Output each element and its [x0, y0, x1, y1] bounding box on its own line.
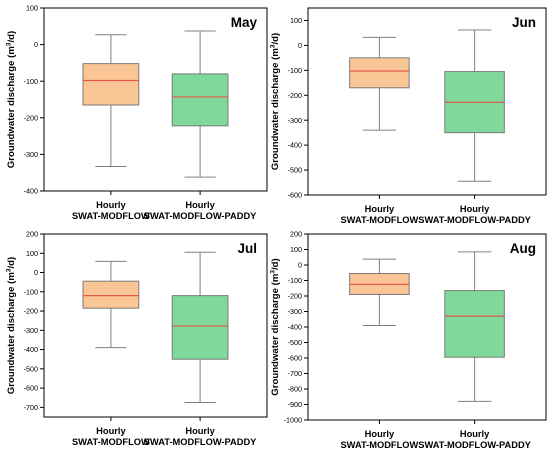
y-tick-label: 200 — [290, 230, 302, 239]
x-category-label-line1: Hourly — [185, 200, 215, 210]
y-tick-label: -100 — [288, 276, 302, 285]
y-axis-label-superscript: 3 — [270, 270, 277, 274]
x-category-label-line1: Hourly — [96, 426, 126, 436]
y-tick-label: -200 — [288, 91, 302, 100]
y-tick-label: -200 — [24, 113, 38, 122]
y-tick-label: -500 — [288, 166, 302, 175]
plot-frame — [43, 7, 268, 192]
panel-month-title: May — [231, 15, 258, 30]
y-axis-label-tail: /d) — [6, 31, 17, 43]
y-tick-label: -400 — [288, 323, 302, 332]
x-category-label-line1: Hourly — [185, 426, 215, 436]
y-axis-label-superscript: 3 — [6, 268, 13, 272]
iqr-box — [349, 57, 410, 89]
y-axis-label: Groundwater discharge (m3/d) — [6, 257, 18, 394]
iqr-box — [171, 295, 229, 360]
y-tick-label: 0 — [34, 268, 38, 277]
x-category-label-line2: SWAT-MODFLOW-PADDY — [144, 211, 257, 221]
y-axis-label: Groundwater discharge (m3/d) — [6, 31, 18, 168]
y-tick-label: -100 — [24, 287, 38, 296]
y-axis-label-tail: /d) — [270, 258, 281, 270]
y-axis-label-main: Groundwater discharge (m — [270, 274, 281, 396]
box-swat-modflow-paddy — [444, 29, 505, 182]
y-tick-label: -200 — [288, 292, 302, 301]
x-category-label-line1: Hourly — [460, 429, 490, 439]
x-category-label-line2: SWAT-MODFLOW-PADDY — [144, 437, 257, 447]
y-tick-label: 100 — [26, 249, 38, 258]
panel-month-title: Jun — [512, 15, 536, 30]
y-tick-label: -400 — [24, 345, 38, 354]
x-category-label-line2: SWAT-MODFLOW — [340, 440, 418, 450]
y-axis-label-tail: /d) — [6, 257, 17, 269]
y-axis-label: Groundwater discharge (m3/d) — [270, 258, 282, 395]
y-tick-label: 200 — [26, 230, 38, 239]
y-tick-label: 100 — [290, 16, 302, 25]
x-category-label-line2: SWAT-MODFLOW — [72, 211, 150, 221]
y-tick-label: -700 — [288, 369, 302, 378]
y-axis-label-main: Groundwater discharge (m — [6, 46, 17, 168]
x-category-label-line1: Hourly — [96, 200, 126, 210]
y-axis-label-main: Groundwater discharge (m — [270, 48, 281, 170]
y-axis-label-tail: /d) — [270, 33, 281, 45]
y-tick-label: -300 — [288, 116, 302, 125]
x-category-label-line2: SWAT-MODFLOW-PADDY — [418, 440, 531, 450]
y-tick-label: -500 — [24, 364, 38, 373]
iqr-box — [171, 73, 229, 127]
iqr-box — [444, 290, 505, 358]
box-swat-modflow — [349, 36, 410, 131]
y-tick-label: -800 — [288, 385, 302, 394]
box-swat-modflow-paddy — [171, 30, 229, 178]
x-category-label-line1: Hourly — [460, 204, 490, 214]
plot-frame — [307, 7, 547, 196]
y-tick-label: -500 — [288, 338, 302, 347]
y-tick-label: -400 — [288, 141, 302, 150]
y-tick-label: -400 — [24, 187, 38, 196]
y-tick-label: -700 — [24, 403, 38, 412]
y-tick-label: -200 — [24, 307, 38, 316]
y-tick-label: 100 — [26, 4, 38, 13]
x-category-label-line2: SWAT-MODFLOW-PADDY — [418, 215, 531, 225]
y-tick-label: 0 — [34, 40, 38, 49]
x-category-label-line2: SWAT-MODFLOW — [340, 215, 418, 225]
plot-frame — [43, 233, 268, 418]
y-tick-label: -600 — [288, 354, 302, 363]
chart-panel-jul: 200 100 0 -100 -200 -300 -400 -500 -600 -700 Jul Gr… — [6, 230, 268, 447]
y-tick-label: 100 — [290, 245, 302, 254]
box-swat-modflow — [82, 34, 140, 167]
box-swat-modflow-paddy — [444, 251, 505, 402]
plot-frame — [307, 233, 547, 421]
chart-panel-aug: 200 100 0 -100 -200 -300 -400 -500 -600 -700 -800 -… — [270, 230, 547, 450]
y-tick-label: 0 — [298, 261, 302, 270]
box-swat-modflow — [349, 258, 410, 326]
x-category-label-line2: SWAT-MODFLOW — [72, 437, 150, 447]
y-tick-label: -600 — [24, 384, 38, 393]
box-swat-modflow-paddy — [171, 251, 229, 404]
y-tick-label: -900 — [288, 400, 302, 409]
iqr-box — [82, 280, 140, 309]
x-category-label-line1: Hourly — [365, 429, 395, 439]
iqr-box — [82, 63, 140, 106]
y-axis-label-superscript: 3 — [270, 44, 277, 48]
y-tick-label: -300 — [24, 326, 38, 335]
panel-month-title: Jul — [237, 241, 257, 256]
panel-month-title: Aug — [510, 241, 536, 256]
y-tick-label: -100 — [24, 77, 38, 86]
y-tick-label: -300 — [24, 150, 38, 159]
y-tick-label: 0 — [298, 41, 302, 50]
box-swat-modflow — [82, 260, 140, 349]
x-category-label-line1: Hourly — [365, 204, 395, 214]
y-tick-label: -600 — [288, 191, 302, 200]
chart-panel-jun: 100 0 -100 -200 -300 -400 -500 -600 Jun Groundwat… — [270, 7, 547, 225]
y-tick-label: -1000 — [284, 416, 302, 425]
y-axis-label-superscript: 3 — [6, 42, 13, 46]
y-axis-label: Groundwater discharge (m3/d) — [270, 33, 282, 170]
y-tick-label: -300 — [288, 307, 302, 316]
chart-panel-may: 100 0 -100 -200 -300 -400 May Groundwater disch… — [6, 4, 268, 221]
y-tick-label: -100 — [288, 66, 302, 75]
y-axis-label-main: Groundwater discharge (m — [6, 272, 17, 394]
